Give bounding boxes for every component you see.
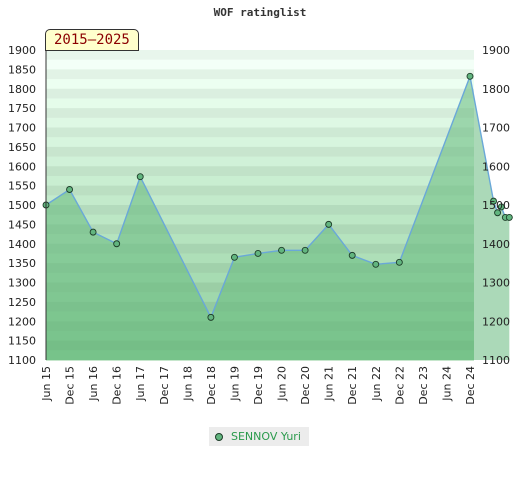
data-point-12 bbox=[372, 260, 380, 268]
background-band bbox=[46, 79, 474, 90]
series-area bbox=[46, 76, 510, 360]
x-tick-label: Jun 21 bbox=[323, 366, 336, 402]
x-tick-label: Jun 22 bbox=[370, 366, 383, 402]
data-point-11 bbox=[348, 251, 356, 259]
y-tick-left: 1400 bbox=[8, 238, 36, 251]
background-band bbox=[46, 137, 474, 148]
x-tick-label: Dec 22 bbox=[393, 366, 406, 405]
background-band bbox=[46, 234, 474, 245]
background-band bbox=[46, 59, 474, 70]
y-tick-left: 1500 bbox=[8, 199, 36, 212]
background-band bbox=[46, 224, 474, 235]
y-tick-left: 1350 bbox=[8, 257, 36, 270]
background-band bbox=[46, 69, 474, 80]
data-point-7 bbox=[254, 249, 262, 257]
x-axis: Jun 15 Dec 15 Jun 16 Dec 16 Jun 17 Dec 17 Jun … bbox=[40, 366, 477, 405]
y-tick-left: 1200 bbox=[8, 315, 36, 328]
background-band bbox=[46, 108, 474, 119]
y-axis-left: 1100 1150 1200 1250 1300 1350 1400 1450 1500 1550… bbox=[8, 44, 36, 367]
y-tick-left: 1900 bbox=[8, 44, 36, 57]
y-tick-right: 1100 bbox=[482, 354, 510, 367]
x-tick-label: Jun 24 bbox=[440, 366, 453, 402]
x-tick-label: Dec 18 bbox=[205, 366, 218, 405]
background-band bbox=[46, 156, 474, 167]
data-point-2 bbox=[89, 228, 97, 236]
area-layer bbox=[46, 76, 510, 360]
legend[interactable]: SENNOV Yuri bbox=[209, 427, 309, 446]
data-point-15 bbox=[490, 197, 498, 205]
background-band bbox=[46, 185, 474, 196]
y-tick-right: 1500 bbox=[482, 199, 510, 212]
y-tick-right: 1400 bbox=[482, 238, 510, 251]
y-tick-left: 1450 bbox=[8, 218, 36, 231]
points-layer bbox=[42, 72, 513, 321]
data-point-9 bbox=[301, 246, 309, 254]
background-band bbox=[46, 98, 474, 109]
x-tick-label: Jun 18 bbox=[181, 366, 194, 402]
x-tick-label: Dec 16 bbox=[111, 366, 124, 405]
background-band bbox=[46, 88, 474, 99]
x-tick-label: Jun 20 bbox=[276, 366, 289, 402]
x-tick-label: Dec 23 bbox=[417, 366, 430, 405]
data-point-5 bbox=[207, 313, 215, 321]
data-point-3 bbox=[113, 240, 121, 248]
data-point-6 bbox=[230, 253, 238, 261]
y-tick-right: 1300 bbox=[482, 277, 510, 290]
legend-label: SENNOV Yuri bbox=[231, 430, 301, 443]
background-band bbox=[46, 50, 474, 61]
y-tick-left: 1800 bbox=[8, 83, 36, 96]
background-band bbox=[46, 175, 474, 187]
data-point-13 bbox=[395, 258, 403, 266]
x-tick-label: Dec 19 bbox=[252, 366, 265, 405]
background-band bbox=[46, 146, 474, 158]
x-tick-label: Jun 17 bbox=[134, 366, 147, 402]
data-point-1 bbox=[66, 186, 74, 193]
y-tick-left: 1750 bbox=[8, 102, 36, 115]
x-tick-label: Dec 15 bbox=[64, 366, 77, 405]
data-point-19 bbox=[505, 213, 513, 221]
background-band bbox=[46, 214, 474, 225]
y-tick-left: 1850 bbox=[8, 63, 36, 76]
x-tick-label: Jun 16 bbox=[87, 366, 100, 402]
y-tick-left: 1550 bbox=[8, 180, 36, 193]
y-tick-right: 1700 bbox=[482, 122, 510, 135]
background-band bbox=[46, 205, 474, 216]
x-tick-label: Dec 20 bbox=[299, 366, 312, 405]
y-tick-left: 1100 bbox=[8, 354, 36, 367]
y-tick-right: 1200 bbox=[482, 315, 510, 328]
x-tick-label: Dec 24 bbox=[464, 366, 477, 405]
data-point-17 bbox=[497, 203, 505, 211]
background-band bbox=[46, 243, 474, 254]
data-point-14 bbox=[466, 72, 474, 80]
data-point-10 bbox=[325, 220, 333, 228]
legend-marker-icon bbox=[215, 432, 223, 441]
y-tick-left: 1300 bbox=[8, 277, 36, 290]
x-tick-label: Dec 17 bbox=[158, 366, 171, 405]
y-tick-left: 1650 bbox=[8, 141, 36, 154]
period-badge: 2015–2025 bbox=[45, 29, 139, 51]
y-tick-left: 1600 bbox=[8, 160, 36, 173]
y-tick-right: 1800 bbox=[482, 83, 510, 96]
y-tick-right: 1900 bbox=[482, 44, 510, 57]
x-tick-label: Dec 21 bbox=[346, 366, 359, 405]
data-point-4 bbox=[136, 173, 144, 181]
x-tick-label: Jun 15 bbox=[40, 366, 53, 402]
background-band bbox=[46, 166, 474, 177]
y-tick-right: 1600 bbox=[482, 160, 510, 173]
y-tick-left: 1250 bbox=[8, 296, 36, 309]
background-band bbox=[46, 117, 474, 128]
y-tick-left: 1700 bbox=[8, 122, 36, 135]
background-band bbox=[46, 127, 474, 138]
x-tick-label: Jun 19 bbox=[228, 366, 241, 402]
y-tick-left: 1150 bbox=[8, 335, 36, 348]
data-point-8 bbox=[278, 246, 286, 254]
data-point-16 bbox=[494, 209, 502, 217]
y-axis-right: 1100 1200 1300 1400 1500 1600 1700 1800 1900 bbox=[482, 44, 510, 367]
background-band bbox=[46, 195, 474, 206]
chart-title: WOF ratinglist bbox=[213, 6, 307, 19]
